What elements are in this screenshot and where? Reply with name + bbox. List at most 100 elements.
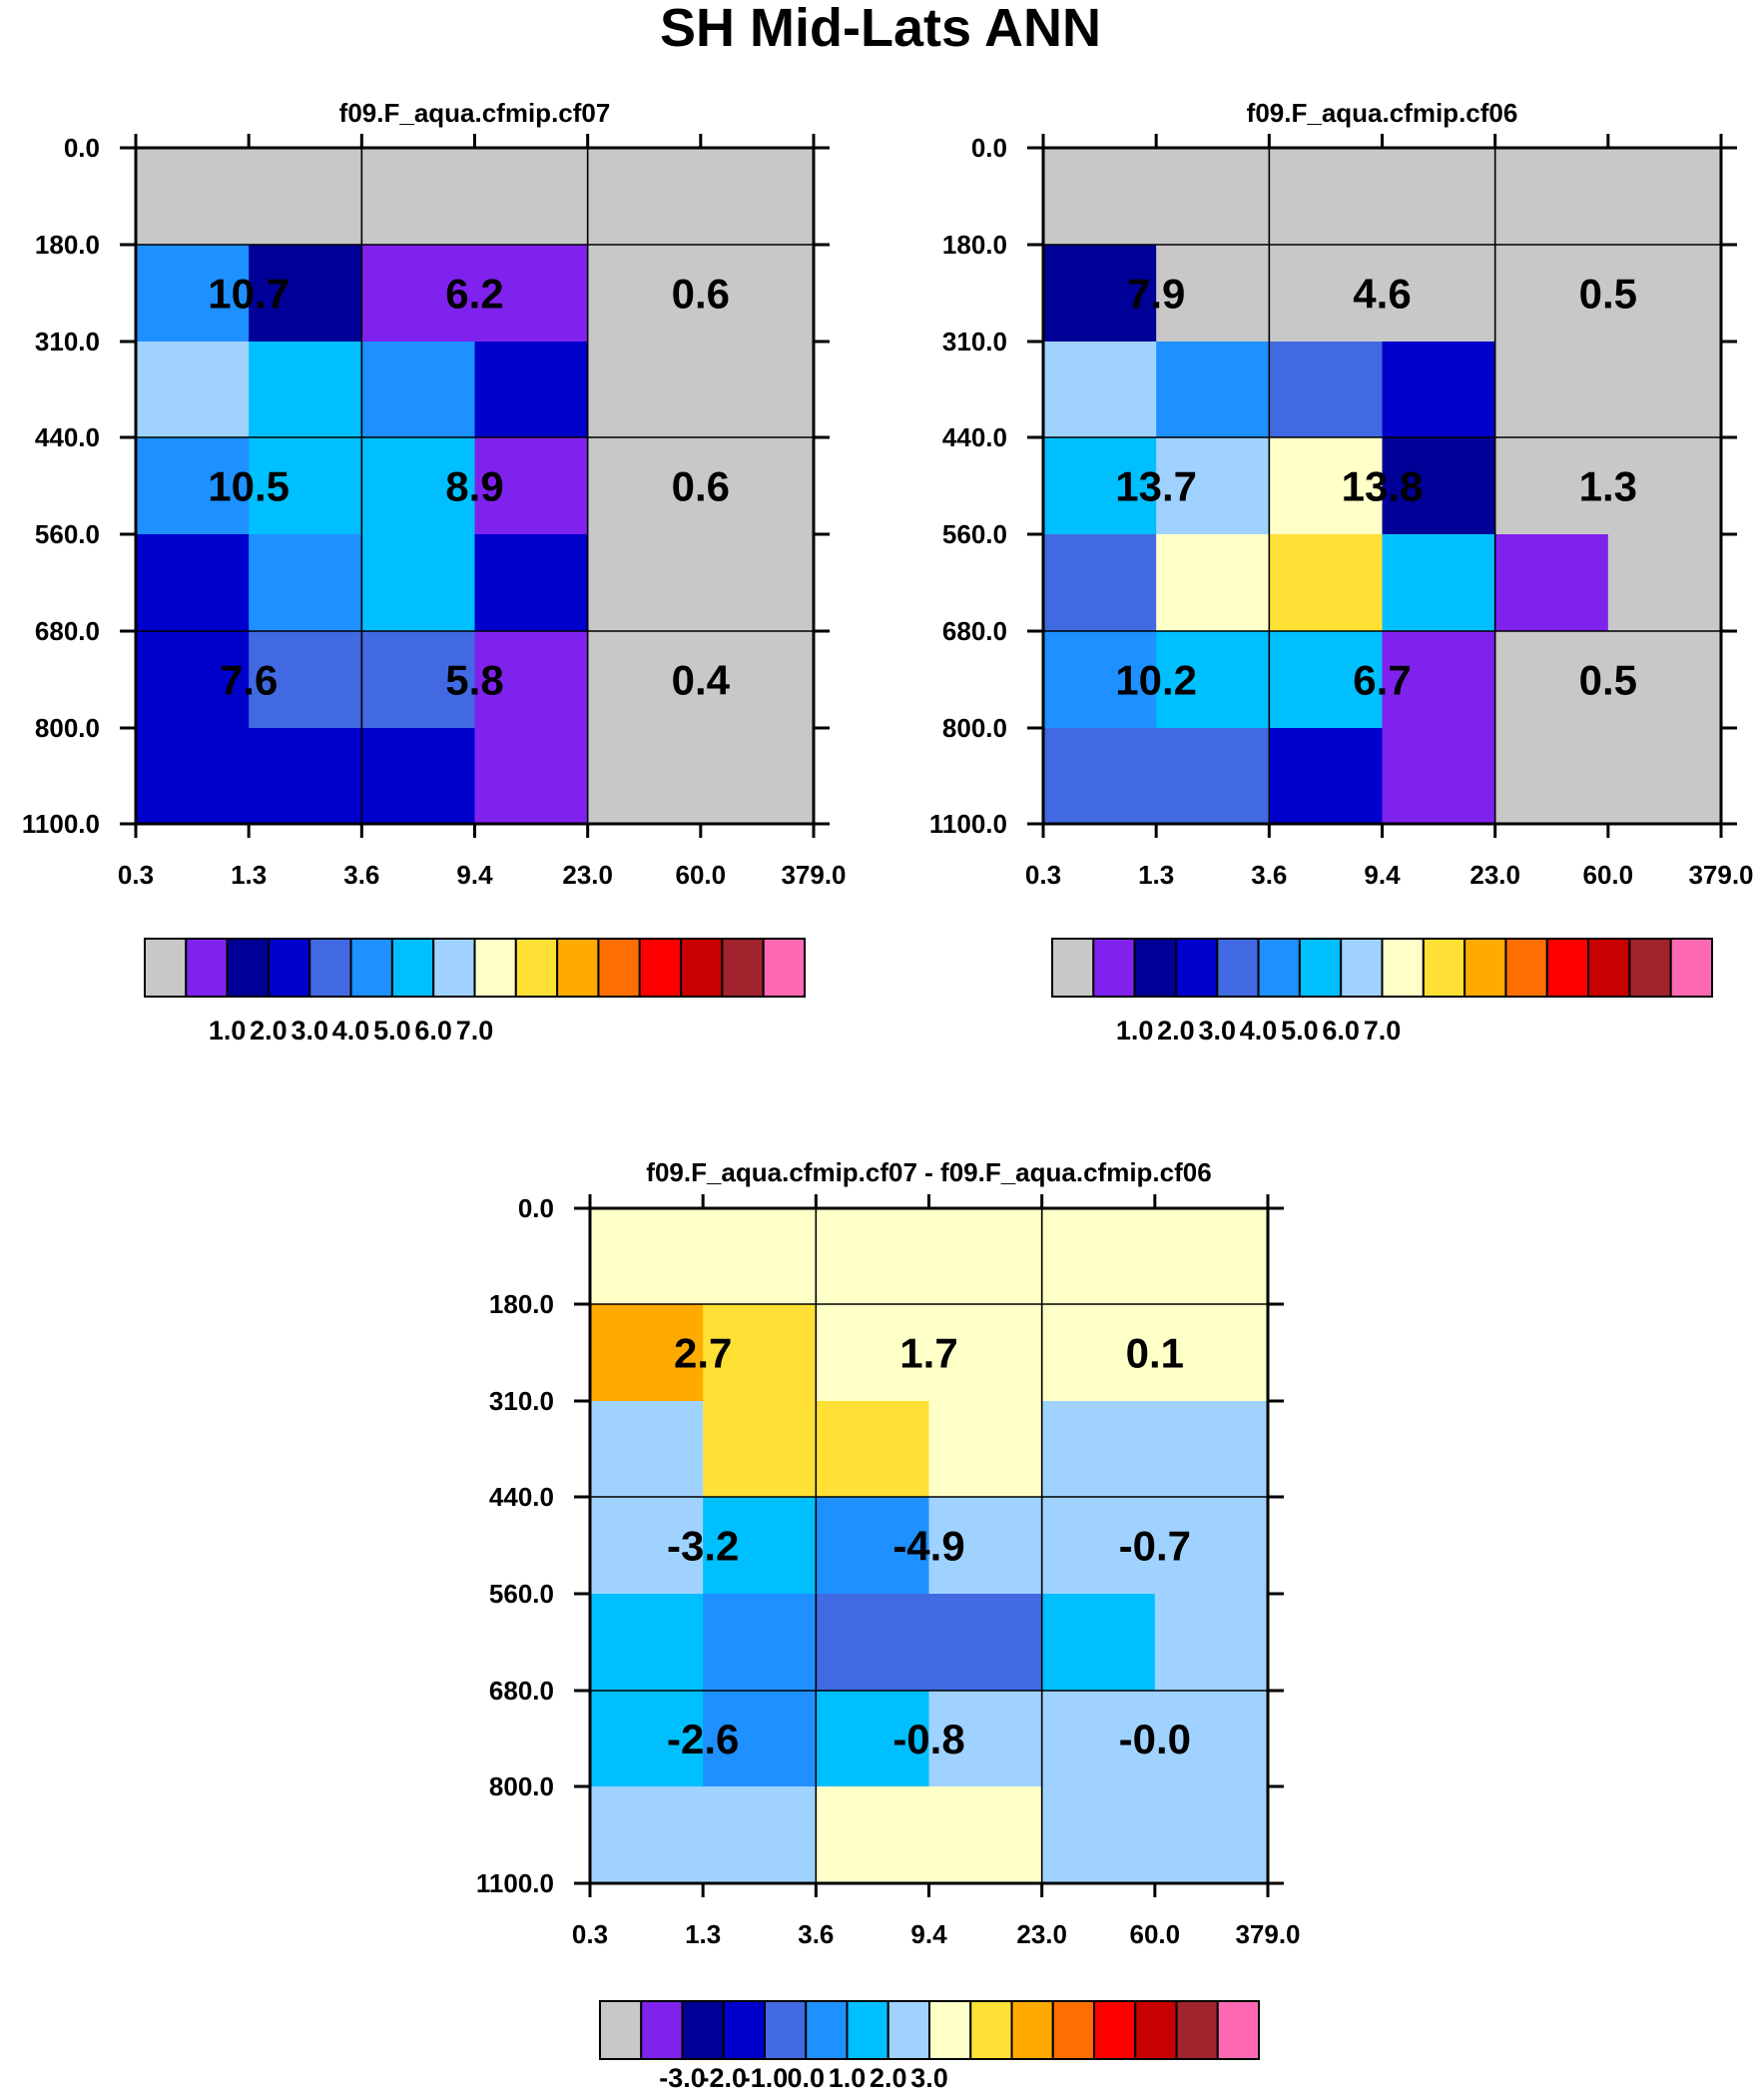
y-tick-label: 800.0 [489, 1771, 554, 1801]
heatmap-cell [474, 437, 589, 535]
panel-title: f09.F_aqua.cfmip.cf06 [1247, 98, 1518, 128]
heatmap-cell [474, 534, 589, 632]
heatmap-cell [1156, 631, 1270, 729]
value-label: -4.9 [892, 1523, 964, 1570]
x-tick-label: 60.0 [1583, 860, 1634, 890]
heatmap-cell [590, 1594, 704, 1692]
heatmap-cell [703, 1594, 817, 1692]
colorbar-swatch [1504, 938, 1548, 998]
heatmap-cell [136, 245, 250, 343]
colorbar-swatch [390, 938, 435, 998]
heatmap-cell [1043, 534, 1157, 632]
heatmap-cell [1494, 631, 1609, 729]
colorbar-label: -3.0 [659, 2063, 706, 2093]
colorbar-swatch [1010, 2000, 1054, 2060]
value-label: -2.6 [667, 1716, 739, 1762]
colorbar-swatch [928, 2000, 972, 2060]
heatmap-cell [1043, 631, 1157, 729]
colorbar-swatch [1051, 938, 1095, 998]
y-tick-label: 310.0 [35, 327, 100, 356]
y-tick-label: 1100.0 [476, 1868, 554, 1898]
colorbar: -3.0-2.0-1.0 0.0 1.0 2.0 3.0 [599, 2000, 1260, 2093]
colorbar-swatch [1464, 938, 1507, 998]
heatmap-cell [136, 342, 250, 438]
colorbar-label: 5.0 [1281, 1016, 1319, 1046]
heatmap-cell [136, 534, 250, 632]
y-tick-label: 680.0 [489, 1676, 554, 1706]
heatmap-cell [1382, 437, 1496, 535]
heatmap-cell [928, 1304, 1043, 1402]
heatmap-cell [1382, 245, 1496, 343]
colorbar-swatch [473, 938, 517, 998]
heatmap-cell [1041, 1208, 1156, 1305]
colorbar-swatch [514, 938, 559, 998]
colorbar-label: 0.0 [787, 2063, 825, 2093]
heatmap-cell [136, 728, 250, 825]
heatmap-cell [816, 1691, 930, 1787]
x-tick-label: 0.3 [1025, 860, 1061, 890]
y-tick-label: 560.0 [35, 519, 100, 549]
heatmap-cell [1156, 437, 1270, 535]
heatmap-cell [703, 1304, 817, 1402]
value-label: 13.8 [1342, 463, 1424, 510]
heatmap-cell [136, 437, 250, 535]
heatmap-cell [590, 1691, 704, 1787]
heatmap-cell [361, 342, 476, 438]
heatmap-cell [1382, 728, 1496, 825]
heatmap-cell [1607, 342, 1722, 438]
y-tick-label: 180.0 [942, 230, 1007, 260]
value-label: 0.5 [1579, 657, 1637, 704]
colorbar-swatch [1051, 2000, 1095, 2060]
x-tick-label: 23.0 [1016, 1919, 1067, 1949]
heatmap-cell [816, 1401, 930, 1498]
colorbar-swatch [226, 938, 270, 998]
heatmap-cell [1269, 728, 1384, 825]
heatmap-cell [703, 1786, 817, 1884]
y-tick-label: 560.0 [942, 519, 1007, 549]
heatmap-cell [1269, 534, 1384, 632]
heatmap-cell [1607, 245, 1722, 343]
value-label: 0.1 [1126, 1330, 1184, 1377]
colorbar-swatch [1669, 938, 1713, 998]
colorbar-swatch [969, 2000, 1013, 2060]
colorbar-swatch [886, 2000, 930, 2060]
colorbar-label: 2.0 [1157, 1016, 1195, 1046]
colorbar-swatch [846, 2000, 889, 2060]
x-tick-label: 379.0 [781, 860, 846, 890]
heatmap-cell [928, 1594, 1043, 1692]
heatmap-cell [928, 1691, 1043, 1787]
heatmap-cell [474, 342, 589, 438]
y-tick-label: 0.0 [971, 133, 1007, 163]
colorbar-swatch [1422, 938, 1467, 998]
colorbar-swatch [764, 2000, 808, 2060]
colorbar-swatch [1298, 938, 1343, 998]
colorbar: 1.0 2.0 3.0 4.0 5.0 6.0 7.0 [144, 938, 806, 1046]
heatmap-cell [587, 148, 702, 246]
colorbar-swatch [308, 938, 352, 998]
heatmap-cell [474, 631, 589, 729]
colorbar-swatch [349, 938, 393, 998]
heatmap-cell [587, 534, 702, 632]
value-label: -3.2 [667, 1523, 739, 1570]
heatmap-cell [249, 148, 362, 246]
colorbar: 1.0 2.0 3.0 4.0 5.0 6.0 7.0 [1051, 938, 1713, 1046]
colorbar-label: -1.0 [742, 2063, 789, 2093]
heatmap-cell [700, 342, 815, 438]
x-tick-label: 1.3 [1138, 860, 1174, 890]
colorbar-swatch [722, 2000, 766, 2060]
heatmap-cell [1041, 1497, 1156, 1595]
value-label: 2.7 [674, 1330, 732, 1377]
y-tick-label: 180.0 [35, 230, 100, 260]
heatmap-cell [700, 437, 815, 535]
heatmap-cell [1494, 245, 1609, 343]
heatmap-cell [1382, 631, 1496, 729]
heatmap-cell [1494, 342, 1609, 438]
colorbar-label: 4.0 [332, 1016, 370, 1046]
heatmap-cell [1269, 148, 1384, 246]
y-tick-label: 1100.0 [22, 809, 100, 839]
value-label: 7.6 [220, 657, 278, 704]
heatmap-cell [590, 1401, 704, 1498]
heatmap-cell [361, 148, 476, 246]
heatmap-cell [700, 728, 815, 825]
heatmap-cell [1269, 437, 1384, 535]
